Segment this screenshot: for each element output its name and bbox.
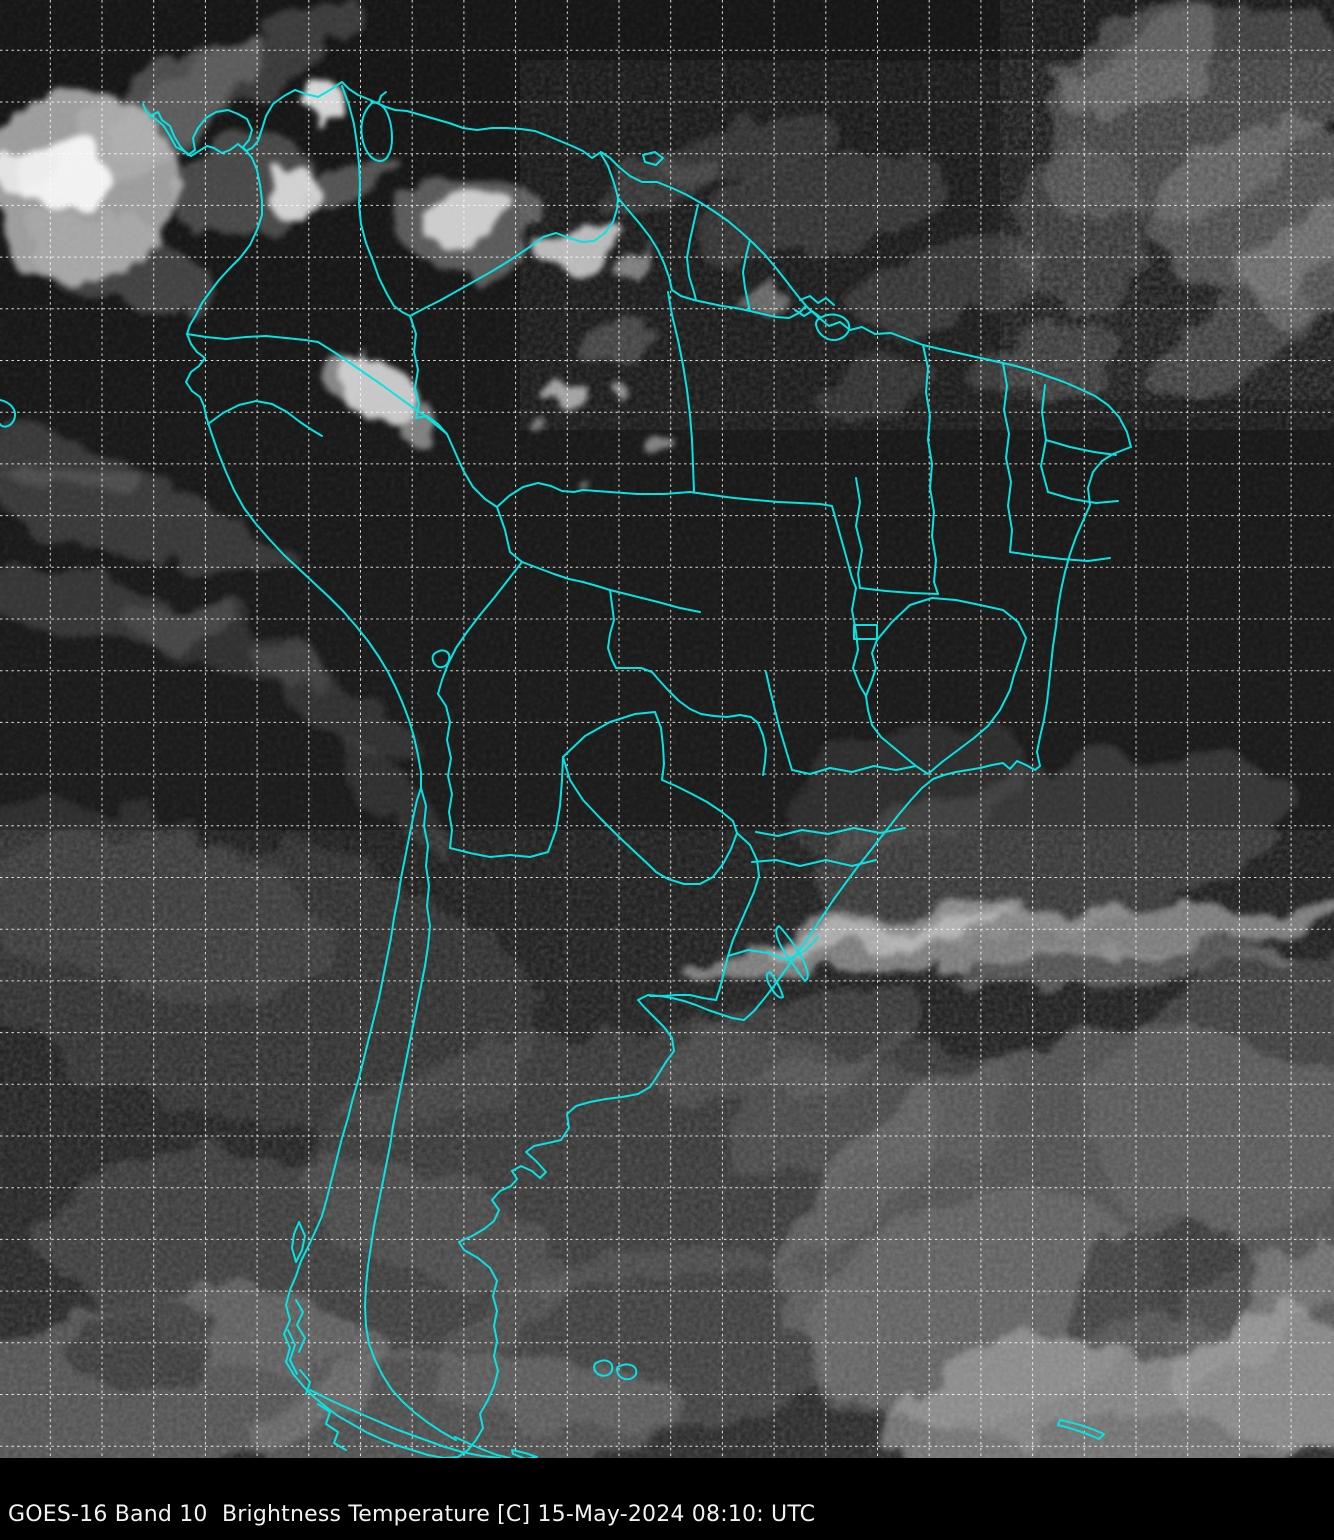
caption-text: GOES-16 Band 10 Brightness Temperature [… bbox=[8, 1502, 816, 1527]
caption-bar: GOES-16 Band 10 Brightness Temperature [… bbox=[0, 1458, 1334, 1540]
south-brightness-gradient bbox=[0, 0, 1334, 1458]
satellite-map bbox=[0, 0, 1334, 1458]
border-overlay bbox=[0, 81, 1132, 1458]
